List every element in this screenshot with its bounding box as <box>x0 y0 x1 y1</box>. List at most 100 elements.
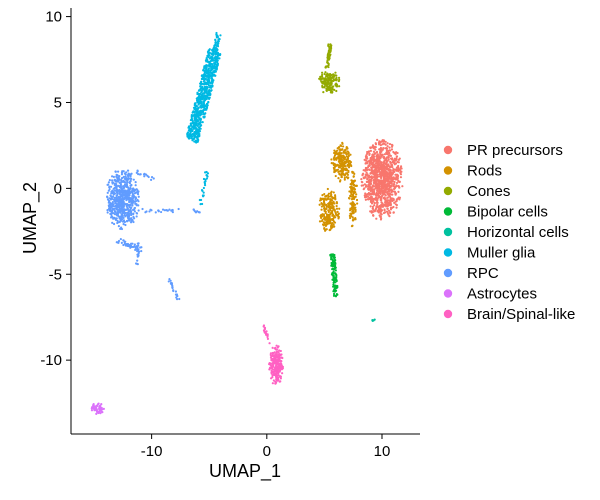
data-point <box>331 85 334 89</box>
data-point <box>341 164 344 167</box>
data-point <box>117 225 120 228</box>
data-point <box>328 73 331 76</box>
data-point <box>326 80 329 83</box>
data-point <box>122 180 125 183</box>
data-point <box>118 206 121 209</box>
data-point <box>343 168 346 171</box>
data-point <box>122 239 125 242</box>
data-point <box>210 74 214 77</box>
data-point <box>112 175 115 178</box>
data-point <box>123 220 126 224</box>
data-point <box>201 77 205 80</box>
data-point <box>276 377 279 380</box>
data-point <box>331 273 334 276</box>
data-point <box>280 360 283 363</box>
data-point <box>345 153 348 156</box>
data-point <box>352 175 355 178</box>
data-point <box>329 89 333 92</box>
data-point <box>196 99 199 102</box>
data-point <box>198 198 201 202</box>
data-point <box>118 188 121 192</box>
data-point <box>130 242 133 245</box>
data-point <box>94 408 97 412</box>
data-point <box>106 191 109 194</box>
data-point <box>391 144 394 147</box>
data-point <box>355 198 359 202</box>
data-point <box>131 202 134 205</box>
data-point <box>328 218 331 221</box>
data-point <box>333 285 337 289</box>
data-point <box>195 108 198 112</box>
data-point <box>383 153 387 156</box>
data-point <box>115 217 118 220</box>
data-point <box>115 194 118 197</box>
data-point <box>191 135 194 138</box>
data-point <box>371 144 375 147</box>
data-point <box>384 204 387 207</box>
data-point <box>343 165 346 168</box>
data-point <box>335 82 338 85</box>
data-point <box>368 162 371 165</box>
data-point <box>338 152 341 155</box>
data-point <box>144 173 148 176</box>
data-point <box>328 54 331 57</box>
data-point <box>119 191 122 194</box>
data-point <box>352 171 355 174</box>
data-point <box>201 120 204 124</box>
data-point <box>387 188 390 191</box>
data-point <box>216 64 219 67</box>
data-point <box>192 106 196 109</box>
data-point <box>212 74 215 77</box>
data-point <box>365 162 369 165</box>
data-point <box>353 190 356 193</box>
data-point <box>324 208 327 211</box>
data-point <box>375 217 378 220</box>
data-point <box>324 66 327 69</box>
legend-label: Astrocytes <box>467 286 537 303</box>
legend-item: PR precursors <box>443 142 563 159</box>
data-point <box>137 244 140 247</box>
data-point <box>112 193 115 196</box>
data-point <box>334 216 337 219</box>
data-point <box>331 225 334 228</box>
data-point <box>123 211 126 214</box>
data-point <box>366 151 369 154</box>
data-point <box>175 298 179 301</box>
data-point <box>333 261 337 264</box>
data-point <box>270 372 273 375</box>
data-point <box>391 193 394 196</box>
data-point <box>385 199 388 202</box>
data-point <box>382 166 385 169</box>
data-point <box>379 196 382 199</box>
data-point <box>116 206 119 209</box>
data-point <box>335 293 338 296</box>
data-point <box>371 177 374 180</box>
data-point <box>271 382 274 385</box>
data-point <box>323 209 326 213</box>
data-point <box>390 158 394 161</box>
data-point <box>265 332 268 335</box>
data-point <box>165 209 168 212</box>
data-point <box>195 104 198 107</box>
data-point <box>201 92 205 95</box>
data-point <box>334 278 338 281</box>
data-point <box>111 181 114 184</box>
data-point <box>211 57 214 61</box>
data-point <box>275 348 279 351</box>
data-point <box>368 168 371 172</box>
data-point <box>131 204 134 207</box>
data-point <box>350 225 354 228</box>
data-point <box>349 153 352 156</box>
data-point <box>130 210 133 213</box>
data-point <box>139 246 142 249</box>
data-point <box>117 200 120 203</box>
data-point <box>134 246 137 249</box>
data-point <box>330 161 333 165</box>
data-point <box>333 288 336 291</box>
data-point <box>275 363 279 366</box>
data-point <box>384 178 387 181</box>
data-point <box>271 346 274 349</box>
data-point <box>390 171 393 174</box>
data-point <box>196 210 199 213</box>
data-point <box>216 45 220 48</box>
